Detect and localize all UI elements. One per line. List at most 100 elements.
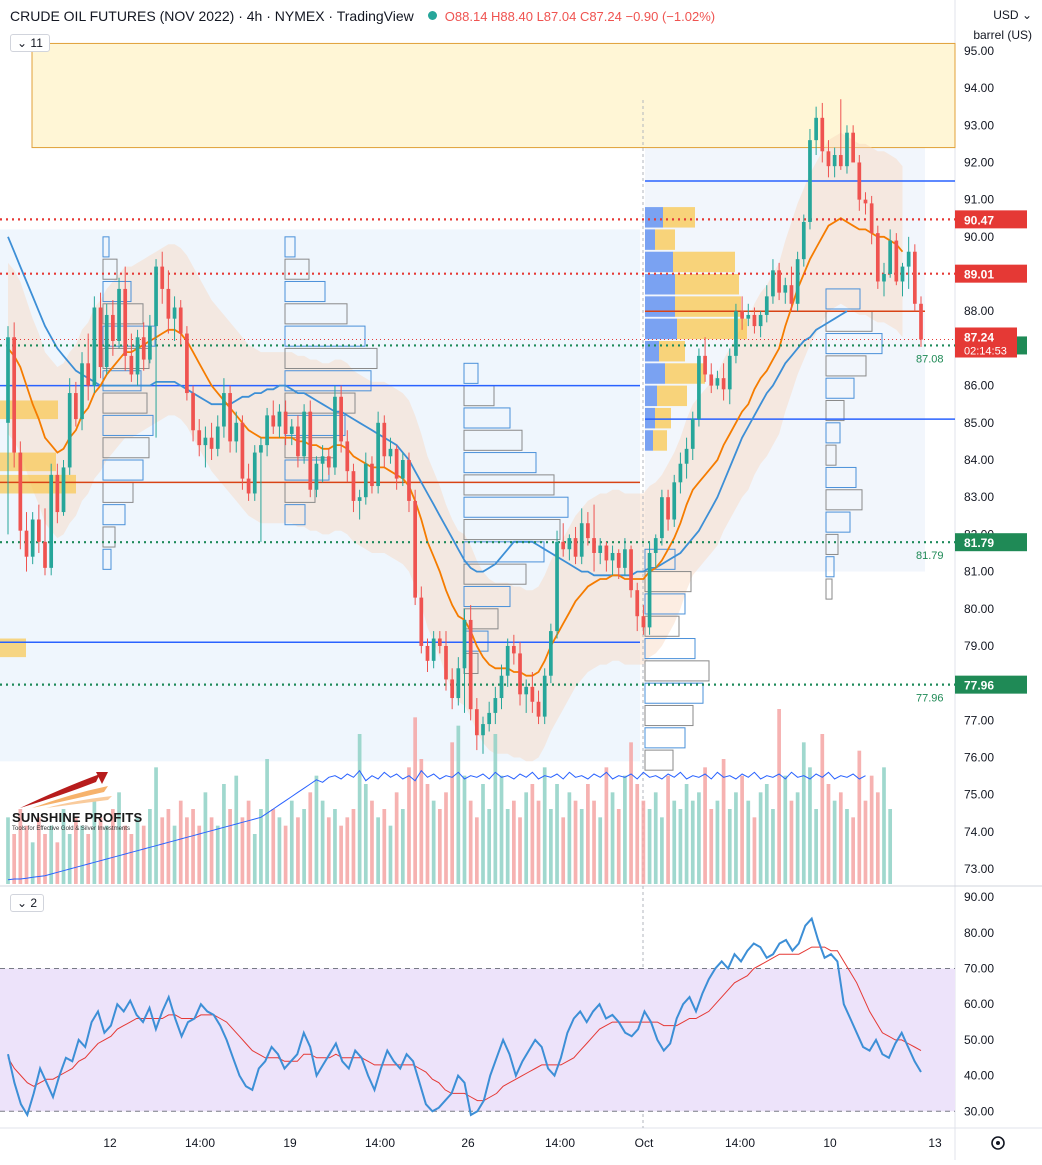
candle-body [598,545,603,553]
candle-body [678,463,683,483]
volume-bar [98,817,103,884]
price-tick-label: 92.00 [964,155,994,169]
volume-profile-bar [463,407,511,429]
level-badge-label: 81.79 [964,536,994,550]
volume-profile-bar [825,422,841,444]
indicator-count: 11 [30,36,43,50]
volume-bar [49,825,54,884]
volume-ma-line [7,769,866,881]
volume-profile-buy [645,274,675,295]
volume-bar [518,817,522,884]
volume-bar [561,817,566,884]
time-tick-label: 12 [103,1136,117,1150]
volume-bar [734,792,738,884]
volume-profile-bar [102,526,116,548]
candle-body [228,393,232,442]
price-tick-label: 76.00 [964,751,994,765]
candle-body [129,355,134,375]
volume-profile-bar [825,444,837,466]
candle-body [18,452,23,531]
volume-bar [450,742,455,884]
volume-bar [579,809,584,884]
level-badge-label: 77.96 [964,679,994,693]
level-badge [955,533,1027,552]
chevron-down-icon: ⌄ [17,36,28,50]
price-tick-label: 77.00 [964,713,994,727]
supply-zone [31,42,956,149]
volume-profile-bar [825,489,863,511]
price-tick-label: 95.00 [964,44,994,58]
currency-selector[interactable]: USD ⌄ [993,8,1032,22]
candle-body [197,430,202,446]
unit-selector[interactable]: barrel (US) [973,28,1032,42]
volume-profile-bar [102,392,148,414]
candle-body [104,314,109,368]
volume-bar [326,817,331,884]
candle-body [900,266,905,282]
volume-profile-bar [102,236,110,258]
volume-bar [888,809,893,884]
volume-bar [160,817,165,884]
candle-body [530,686,535,702]
candle-body [808,140,812,222]
volume-profile-bar [284,280,326,303]
volume-bar [86,834,91,884]
main-indicators-toggle[interactable]: ⌄ 11 [10,34,50,52]
price-tick-label: 80.00 [964,602,994,616]
level-badge [955,675,1027,694]
candle-body [795,259,800,304]
volume-profile-bar [463,474,555,496]
candle-body [135,337,140,375]
candle-body [265,415,269,446]
symbol-title[interactable]: CRUDE OIL FUTURES (NOV 2022) · 4h · NYME… [10,8,414,24]
price-tick-label: 81.00 [964,565,994,579]
candle-body [357,497,362,501]
volume-profile-bar [825,533,839,555]
rsi-indicators-toggle[interactable]: ⌄ 2 [10,894,45,912]
candle-body [444,645,448,680]
volume-bar [80,825,84,884]
chevron-down-icon: ⌄ [17,896,28,910]
candle-body [271,415,276,427]
gear-icon-ring [991,1136,1005,1150]
gear-icon-hub [996,1141,1000,1145]
candle-body [185,333,189,394]
volume-bar [487,809,492,884]
volume-profile-bar [463,496,569,518]
level-badge [955,264,1027,283]
volume-bar [629,742,633,884]
ema-fast-line [7,217,904,677]
candle-body [203,437,208,446]
price-tick-label: 83.00 [964,490,994,504]
candle-body [370,463,374,487]
volume-bar [425,784,430,884]
volume-profile-buy [645,385,657,407]
axis-layer: 95.0094.0093.0092.0091.0090.0089.0088.00… [103,44,1027,1150]
volume-bar [431,800,436,884]
volume-bar [154,767,158,884]
candle-body [246,478,251,494]
volume-bar [185,817,189,884]
volume-profile-sell [665,363,705,384]
candle-body [419,597,424,646]
volume-bar [814,809,818,884]
volume-bar [437,809,442,884]
volume-bar [690,800,695,884]
volume-bar [123,825,128,884]
candle-body [172,307,177,319]
candle-body [616,552,621,568]
candle-body [845,132,849,167]
volume-profile-buy [645,207,663,228]
candle-body [388,448,393,457]
candle-body [838,155,843,167]
volume-bar [777,709,781,884]
candle-body [635,590,640,617]
candle-body [857,162,862,200]
volume-bar [616,809,621,884]
volume-bar [413,717,417,884]
gear-icon[interactable] [991,1136,1005,1150]
candle-body [450,679,455,699]
volume-bar [215,825,220,884]
